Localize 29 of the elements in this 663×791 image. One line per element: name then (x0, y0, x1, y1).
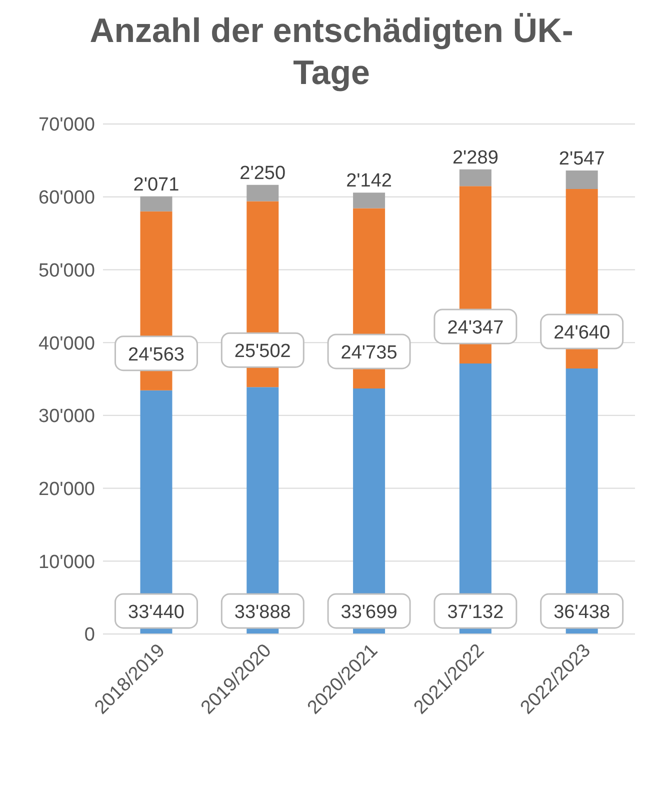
y-tick-label: 70'000 (38, 114, 95, 136)
data-label: 36'438 (554, 602, 610, 623)
data-label: 2'289 (452, 147, 498, 168)
y-tick-label: 10'000 (38, 552, 95, 573)
data-label: 33'699 (340, 602, 398, 623)
bar (566, 170, 598, 190)
y-tick-label: 0 (84, 624, 95, 646)
y-tick-label: 40'000 (38, 333, 95, 354)
y-tick-label: 60'000 (38, 188, 95, 209)
data-label: 24'735 (340, 342, 398, 364)
data-label: 24'563 (128, 344, 184, 366)
data-label: 2'547 (558, 148, 605, 170)
data-label: 2'250 (240, 162, 286, 184)
chart-title: Anzahl der entschädigten ÜK-Tage (88, 11, 574, 94)
data-label: 2'142 (346, 170, 392, 192)
data-label: 24'640 (554, 322, 610, 344)
data-label: 37'132 (447, 602, 504, 623)
bar (246, 184, 279, 202)
data-label: 33'440 (128, 602, 184, 623)
data-label: 25'502 (234, 341, 291, 362)
bar (459, 169, 492, 186)
y-tick-label: 30'000 (38, 406, 95, 428)
data-label: 33'888 (234, 602, 291, 623)
y-tick-label: 50'000 (38, 260, 95, 282)
bar (353, 192, 386, 208)
y-tick-label: 20'000 (38, 479, 95, 500)
bar (140, 196, 172, 212)
data-label: 24'347 (447, 317, 504, 338)
data-label: 2'071 (133, 174, 180, 196)
